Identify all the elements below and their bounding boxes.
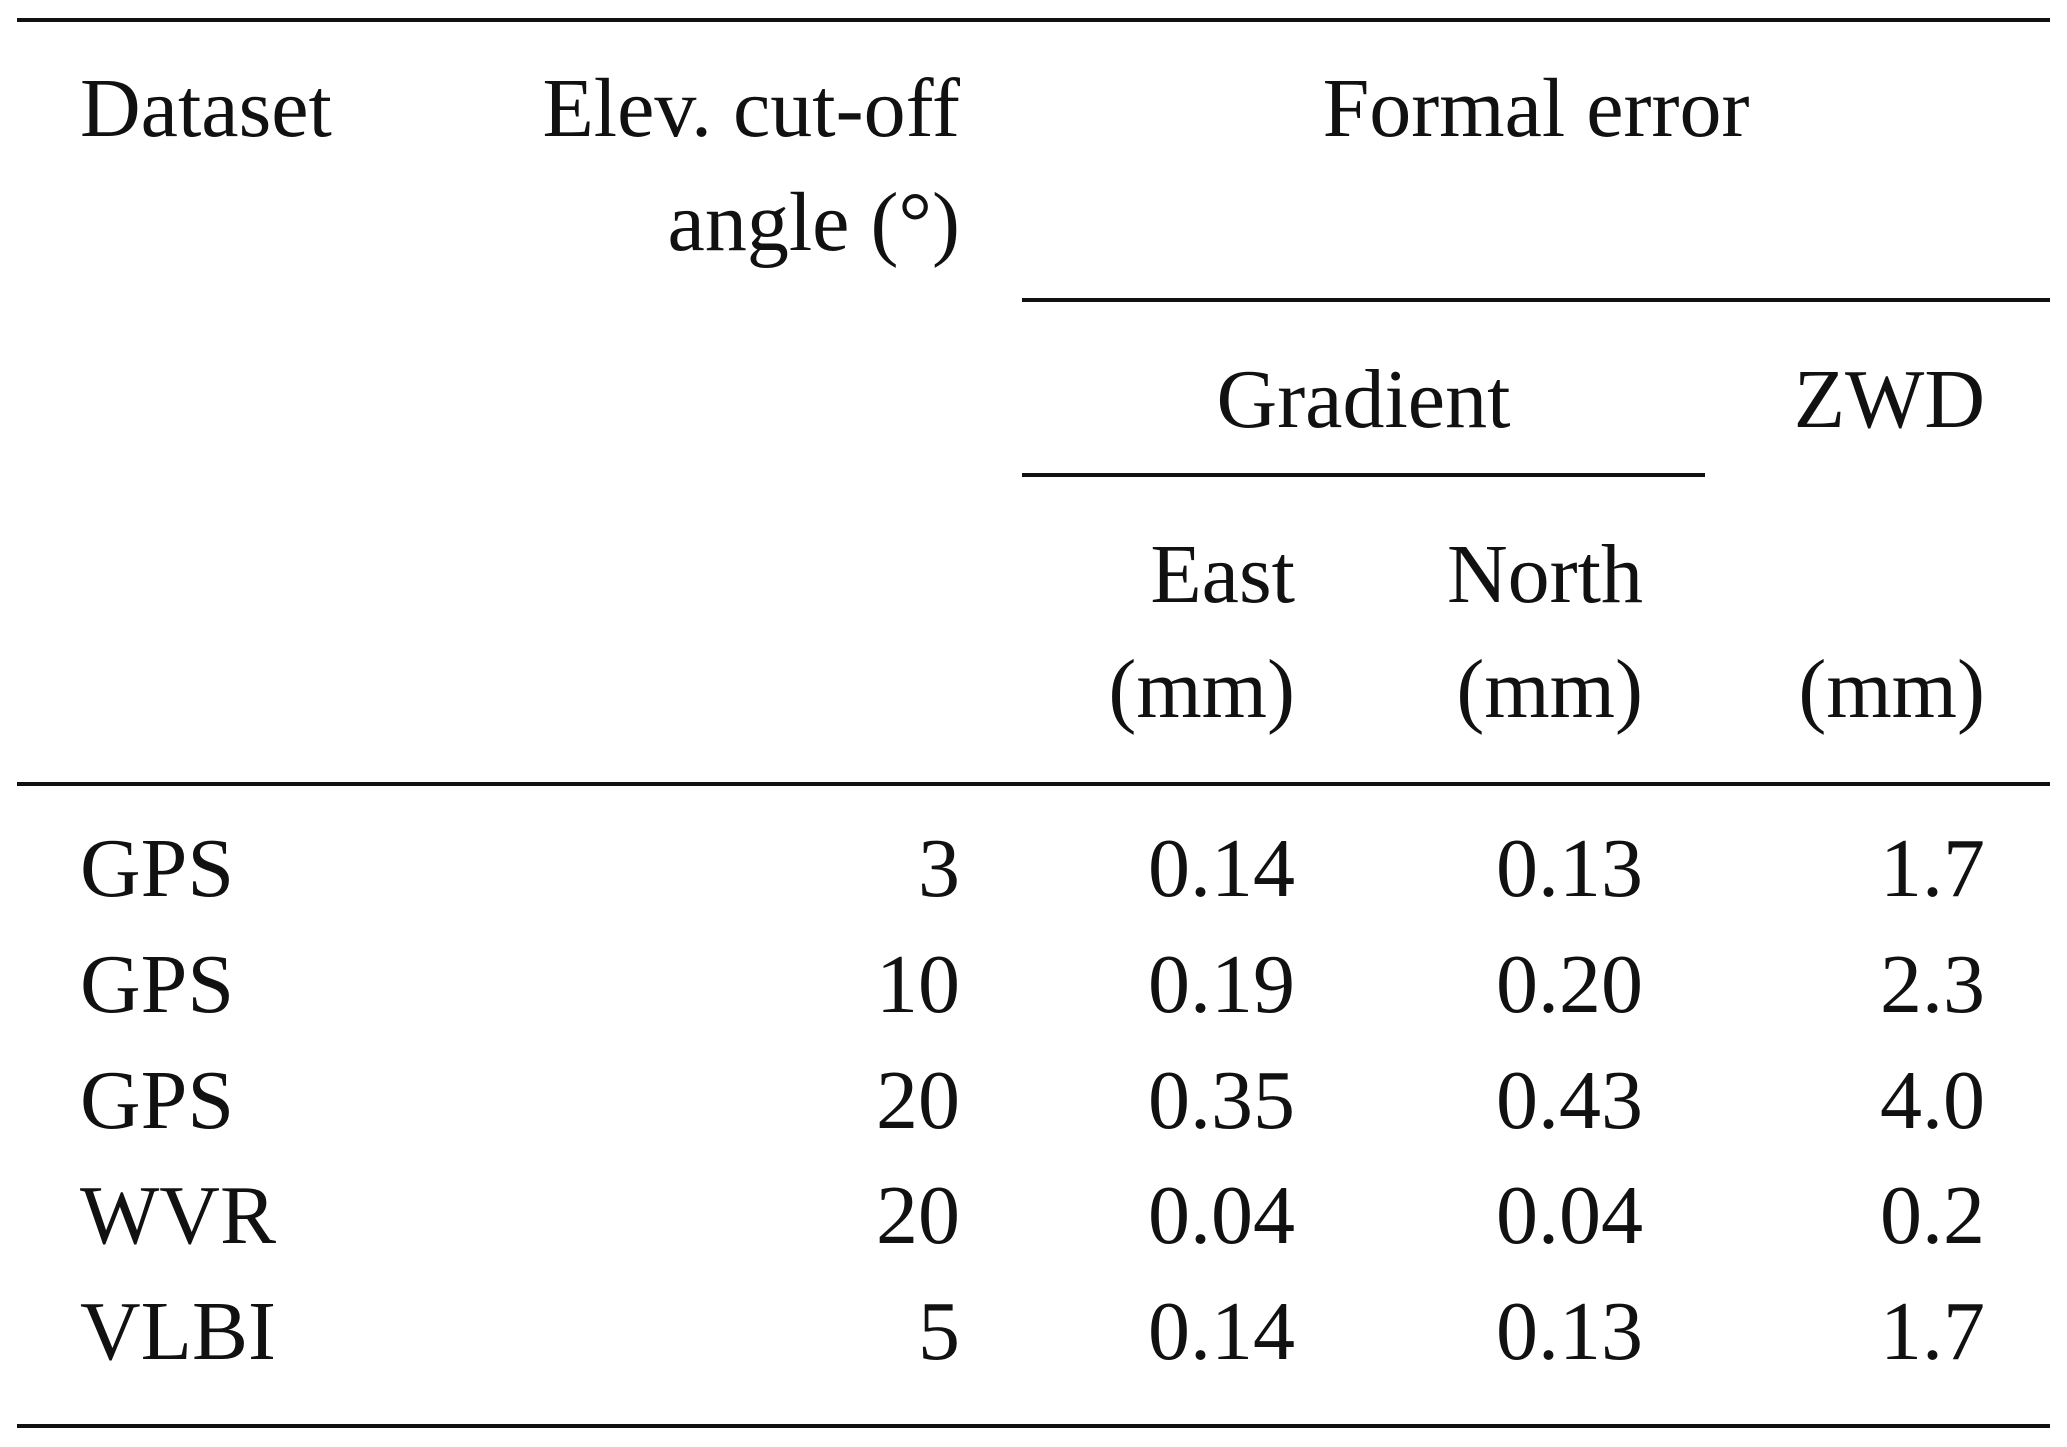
cell-elev: 20: [876, 1169, 960, 1262]
top-rule: [17, 18, 2050, 22]
cell-north: 0.04: [1496, 1169, 1643, 1262]
header-north-unit: (mm): [1456, 643, 1643, 736]
cell-north: 0.13: [1496, 822, 1643, 915]
cell-dataset: WVR: [80, 1169, 276, 1262]
cell-zwd: 0.2: [1880, 1169, 1985, 1262]
header-zwd: ZWD: [1793, 353, 1985, 446]
header-east: East: [1150, 528, 1295, 621]
header-zwd-unit: (mm): [1798, 643, 1985, 736]
cell-dataset: VLBI: [80, 1285, 276, 1378]
cell-dataset: GPS: [80, 938, 235, 1031]
header-formal-error: Formal error: [1322, 62, 1750, 155]
header-east-unit: (mm): [1108, 643, 1295, 736]
header-elev-line1: Elev. cut-off: [542, 62, 961, 155]
cell-elev: 20: [876, 1054, 960, 1147]
cell-elev: 5: [918, 1285, 960, 1378]
cell-north: 0.13: [1496, 1285, 1643, 1378]
cell-zwd: 1.7: [1880, 1285, 1985, 1378]
cell-east: 0.14: [1148, 1285, 1295, 1378]
cell-zwd: 1.7: [1880, 822, 1985, 915]
cell-east: 0.19: [1148, 938, 1295, 1031]
cell-dataset: GPS: [80, 1054, 235, 1147]
header-dataset: Dataset: [80, 62, 332, 155]
cell-zwd: 2.3: [1880, 938, 1985, 1031]
cell-east: 0.14: [1148, 822, 1295, 915]
header-elev-line2: angle (°): [667, 176, 960, 269]
cell-east: 0.35: [1148, 1054, 1295, 1147]
cell-north: 0.43: [1496, 1054, 1643, 1147]
cell-dataset: GPS: [80, 822, 235, 915]
gradient-rule: [1022, 473, 1705, 477]
header-bottom-rule: [17, 782, 2050, 786]
cell-elev: 10: [876, 938, 960, 1031]
header-north: North: [1447, 528, 1643, 621]
cell-zwd: 4.0: [1880, 1054, 1985, 1147]
cell-elev: 3: [918, 822, 960, 915]
formal-error-rule: [1022, 298, 2050, 302]
bottom-rule: [17, 1424, 2050, 1428]
cell-east: 0.04: [1148, 1169, 1295, 1262]
header-gradient: Gradient: [1216, 353, 1511, 446]
cell-north: 0.20: [1496, 938, 1643, 1031]
